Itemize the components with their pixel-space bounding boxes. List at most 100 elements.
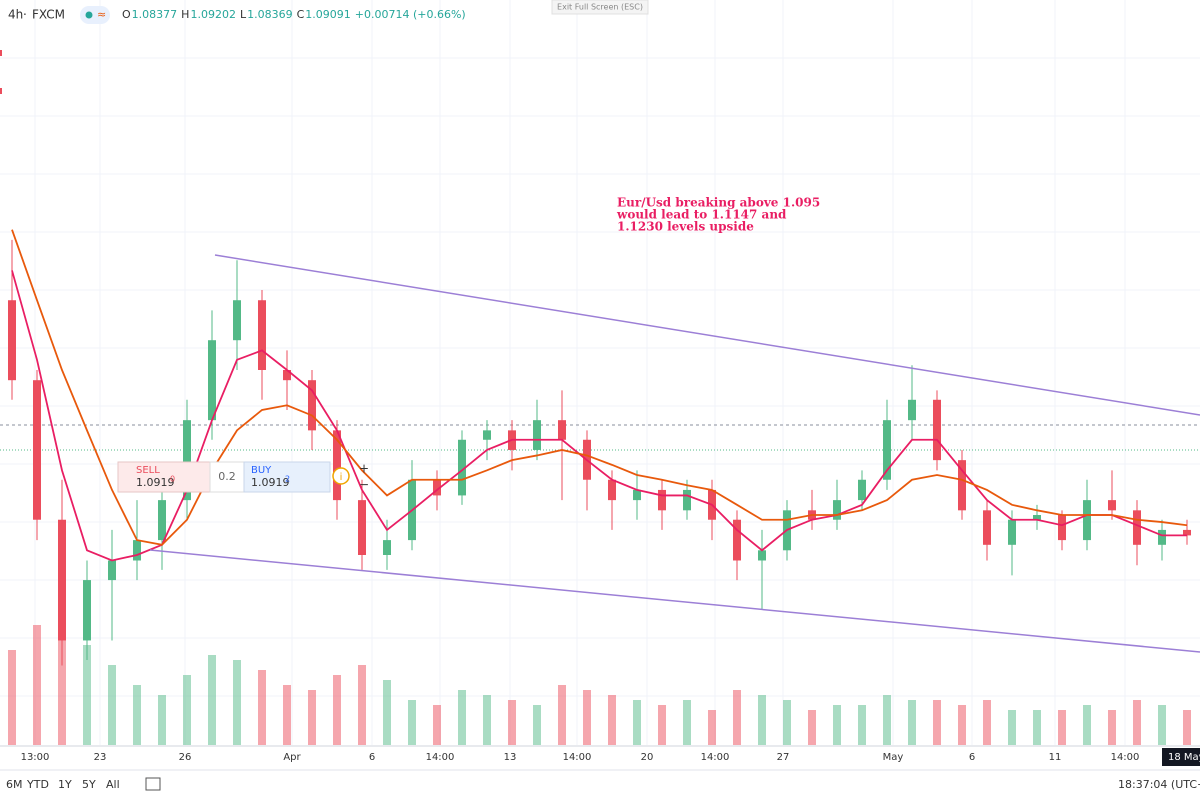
ohlc-value: 1.08377 (132, 8, 178, 21)
volume-bar (1158, 705, 1166, 745)
volume-bar (908, 700, 916, 745)
grid (0, 0, 1200, 745)
x-axis-label: May (883, 752, 904, 763)
candle-body (158, 500, 166, 541)
volume-bar (933, 700, 941, 745)
volume-bar (1183, 710, 1191, 745)
spread-box (209, 461, 245, 493)
status-pill[interactable] (80, 6, 110, 24)
volume-bar (1058, 710, 1066, 745)
range-button[interactable]: 5Y (82, 778, 96, 791)
minus-button[interactable]: − (359, 478, 369, 492)
range-buttons: 6M YTD 1Y 5Y All (6, 778, 120, 791)
moving-average (11, 270, 1187, 562)
volume-bar (833, 705, 841, 745)
trend-line-lower (149, 549, 1200, 653)
volume-bar (58, 620, 66, 745)
volume-bar (583, 690, 591, 745)
volume-bar (133, 685, 141, 745)
candle-body (683, 489, 691, 511)
candle-body (1133, 510, 1141, 545)
exit-fullscreen-label: Exit Full Screen (ESC) (557, 3, 643, 12)
candle-body (983, 510, 991, 545)
candle-body (833, 500, 841, 520)
volume-bar (758, 695, 766, 745)
candle-body (858, 479, 866, 501)
candle-body (483, 430, 491, 440)
range-button[interactable]: 1Y (58, 778, 72, 791)
current-time-box (1162, 748, 1200, 766)
candle-body (1183, 529, 1191, 536)
x-axis-label: Apr (283, 752, 301, 763)
ohlc-label: H (181, 8, 189, 21)
candle-body (758, 550, 766, 561)
volume-bar (883, 695, 891, 745)
volume-bar (283, 685, 291, 745)
candle-body (558, 420, 566, 440)
trend-line-upper (214, 254, 1200, 416)
volume-bar (733, 690, 741, 745)
candle-body (58, 519, 66, 641)
candle-body (1158, 529, 1166, 545)
candle-body (308, 380, 316, 431)
volume-bar (158, 695, 166, 745)
candle-body (533, 420, 541, 450)
volume-bar (333, 675, 341, 745)
volume-bar (958, 705, 966, 745)
candle-body (8, 300, 16, 381)
candle-body (883, 420, 891, 480)
interval[interactable]: 4h (8, 8, 23, 22)
ohlc-label: C (297, 8, 305, 21)
candle-body (433, 479, 441, 496)
volume-bar (633, 700, 641, 745)
candle-body (958, 460, 966, 511)
volume-bar (358, 665, 366, 745)
volume-bar (783, 700, 791, 745)
x-axis-label: 23 (94, 752, 107, 763)
volume-bar (533, 705, 541, 745)
exit-fullscreen-button[interactable] (551, 0, 649, 15)
volume-bar (258, 670, 266, 745)
calendar-icon[interactable] (145, 777, 161, 791)
x-axis-label: 27 (777, 752, 790, 763)
volume-bar (408, 700, 416, 745)
ohlc-value: 1.09091 (305, 8, 351, 21)
plus-button[interactable]: + (359, 462, 369, 476)
volume-bar (8, 650, 16, 745)
ohlc-value: 1.09202 (190, 8, 236, 21)
candle-body (1008, 519, 1016, 545)
candle-body (633, 489, 641, 501)
candle-body (1058, 515, 1066, 541)
candle-body (283, 370, 291, 381)
range-button[interactable]: All (106, 778, 120, 791)
ohlc: O 1.08377 H 1.09202 L 1.08369 C 1.09091 (122, 8, 351, 21)
current-time-label: 18 May (1168, 752, 1200, 763)
buy-button[interactable] (243, 461, 331, 493)
annotation-line: 1.1230 levels upside (617, 220, 754, 234)
candle-body (83, 580, 91, 641)
volume-bar (108, 665, 116, 745)
range-button[interactable]: YTD (26, 778, 49, 791)
volume-bar (308, 690, 316, 745)
volume-bar (208, 655, 216, 745)
volume-bar (1008, 710, 1016, 745)
x-axis-label: 14:00 (1111, 752, 1140, 763)
candle-body (208, 340, 216, 421)
annotation-line: would lead to 1.1147 and (616, 208, 787, 222)
info-icon[interactable] (332, 467, 350, 485)
volume-bar (183, 675, 191, 745)
volume-bar (1133, 700, 1141, 745)
x-axis-label: 6 (369, 752, 375, 763)
candle-body (658, 489, 666, 511)
volume-bar (383, 680, 391, 745)
sell-label: SELL (136, 465, 160, 476)
clock: 18:37:04 (UTC+1 (1118, 778, 1200, 791)
marker (0, 50, 2, 56)
change: +0.00714 (+0.66%) (355, 8, 466, 21)
range-button[interactable]: 6M (6, 778, 23, 791)
x-axis-label: 26 (179, 752, 192, 763)
annotation-line: Eur/Usd breaking above 1.095 (617, 196, 820, 210)
status-dot (85, 11, 93, 19)
ohlc-label: L (240, 8, 247, 21)
volume-bar (1108, 710, 1116, 745)
